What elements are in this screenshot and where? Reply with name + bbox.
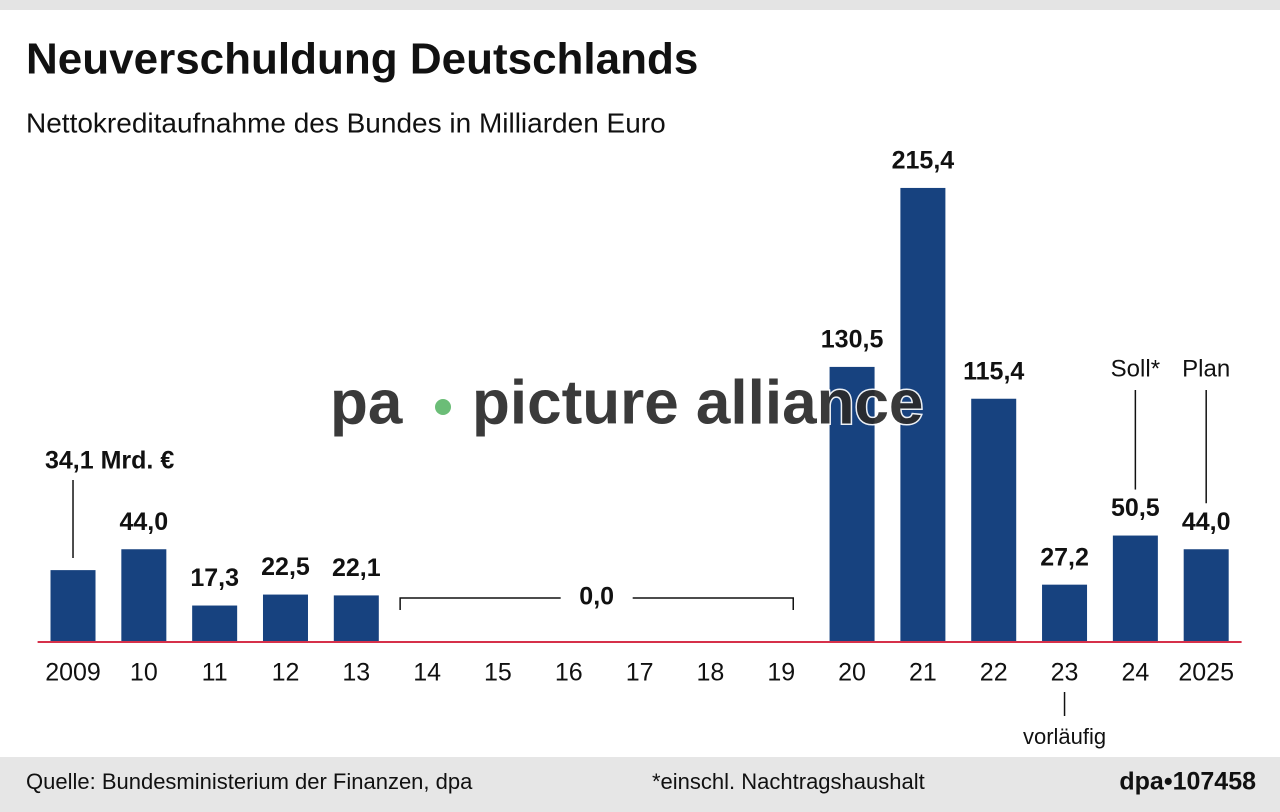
bar	[1112, 535, 1158, 642]
value-label: 44,0	[1182, 508, 1231, 536]
value-label: 27,2	[1040, 543, 1089, 571]
bar	[829, 366, 875, 642]
chart-subtitle: Nettokreditaufnahme des Bundes in Millia…	[26, 107, 666, 138]
bracket-label: 0,0	[579, 583, 614, 611]
annotation: Soll*	[1111, 355, 1160, 382]
x-tick-label: 14	[413, 659, 441, 687]
value-label: 44,0	[119, 508, 168, 536]
value-label: 22,5	[261, 553, 310, 581]
bar	[50, 570, 96, 642]
x-tick-label: 10	[130, 659, 158, 687]
x-tick-label: 24	[1121, 659, 1149, 687]
bar	[262, 594, 308, 642]
x-tick-label: 17	[626, 659, 654, 687]
bar	[900, 187, 946, 642]
value-label: 130,5	[821, 326, 884, 354]
bar	[121, 549, 167, 642]
plot: 2009 34,1 Mrd. € 10 44,0 11 17,3 12 22,5 13 22,1 1…	[37, 147, 1242, 749]
value-label: 50,5	[1111, 494, 1160, 522]
bar	[971, 398, 1017, 642]
value-label: 17,3	[190, 564, 239, 592]
x-tick-label: 23	[1051, 659, 1079, 687]
value-label: 22,1	[332, 554, 381, 582]
value-label: 34,1 Mrd. €	[45, 447, 174, 475]
watermark-text: pa	[330, 368, 403, 437]
x-tick-label: 22	[980, 659, 1008, 687]
x-tick-label: 18	[697, 659, 725, 687]
value-label: 215,4	[892, 147, 955, 175]
annotation: Plan	[1182, 355, 1230, 382]
watermark: pa picture alliance	[329, 367, 925, 439]
x-tick-label: 2009	[45, 659, 101, 687]
chart-title: Neuverschuldung Deutschlands	[26, 35, 698, 84]
bar	[1183, 549, 1229, 642]
bar	[192, 605, 238, 642]
x-tick-label: 21	[909, 659, 937, 687]
x-tick-label: 20	[838, 659, 866, 687]
x-tick-label: 12	[272, 659, 300, 687]
footnote: *einschl. Nachtragshaushalt	[652, 769, 925, 794]
value-label: 115,4	[963, 357, 1024, 385]
bar	[333, 595, 379, 642]
watermark-text: picture alliance	[472, 368, 923, 437]
bracket	[399, 597, 794, 610]
bar	[1042, 584, 1088, 642]
x-tick-label: 15	[484, 659, 512, 687]
footer-bg	[0, 757, 1280, 812]
x-tick-label: 19	[767, 659, 795, 687]
x-tick-label: 11	[202, 659, 228, 687]
top-strip	[0, 0, 1280, 10]
x-tick-label: 13	[342, 659, 370, 687]
watermark-dot	[435, 399, 451, 415]
x-tick-label: 16	[555, 659, 583, 687]
x-tick-label: 2025	[1178, 659, 1234, 687]
source: Quelle: Bundesministerium der Finanzen, …	[26, 769, 473, 794]
credit: dpa•107458	[1119, 768, 1256, 796]
annotation: vorläufig	[1023, 724, 1106, 749]
